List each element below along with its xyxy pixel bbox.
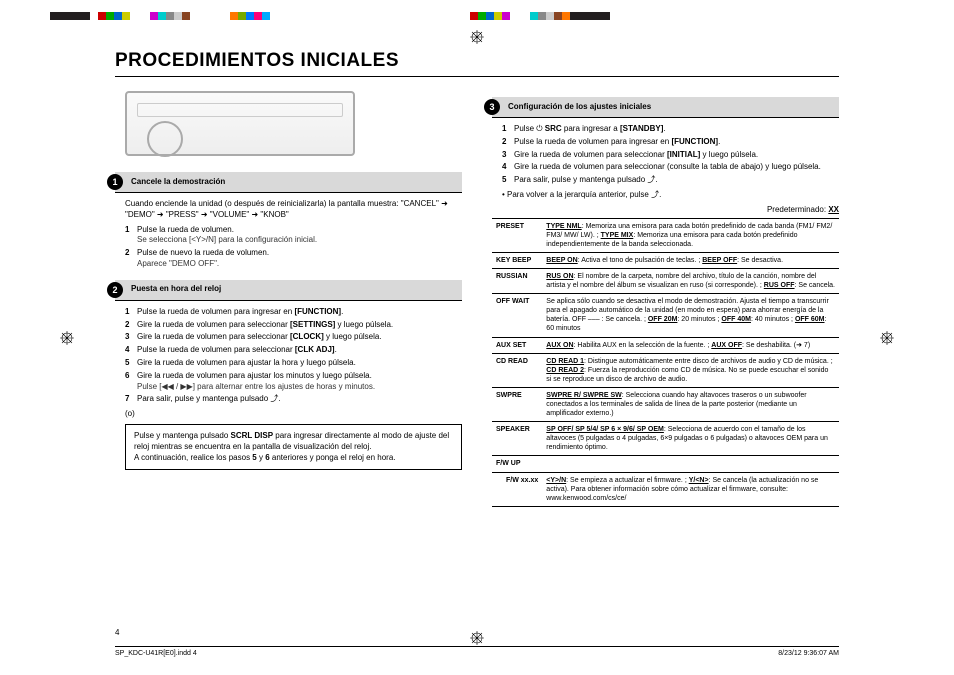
right-column: 3 Configuración de los ajustes iniciales… xyxy=(492,87,839,507)
print-colorbar xyxy=(50,12,904,20)
section-3-default-label: Predeterminado: XX xyxy=(492,205,839,216)
step-item: 4Pulse la rueda de volumen para seleccio… xyxy=(125,345,462,356)
step-item: 3Gire la rueda de volumen para seleccion… xyxy=(502,150,839,161)
section-2-or: (o) xyxy=(125,409,462,420)
registration-mark-right xyxy=(880,331,894,345)
step-item: 2Pulse la rueda de volumen para ingresar… xyxy=(502,137,839,148)
section-3-steps: 1Pulse ⏻ SRC para ingresar a [STANDBY]. 2… xyxy=(502,124,839,186)
footer-filename: SP_KDC-U41R[E0].indd 4 xyxy=(115,650,197,657)
device-illustration xyxy=(125,91,355,156)
table-row: F/W UP xyxy=(492,456,839,472)
table-row: PRESETTYPE NML: Memoriza una emisora par… xyxy=(492,218,839,252)
page-number: 4 xyxy=(115,628,119,637)
step-item: 2Pulse de nuevo la rueda de volumen.Apar… xyxy=(125,248,462,270)
table-row: KEY BEEPBEEP ON: Activa el tono de pulsa… xyxy=(492,252,839,268)
page-title: PROCEDIMIENTOS INICIALES xyxy=(115,50,839,77)
footer-timestamp: 8/23/12 9:36:07 AM xyxy=(778,650,839,657)
step-item: 2Gire la rueda de volumen para seleccion… xyxy=(125,320,462,331)
table-row: SWPRESWPRE R/ SWPRE SW: Selecciona cuand… xyxy=(492,387,839,421)
step-item: 1Pulse la rueda de volumen.Se selecciona… xyxy=(125,225,462,247)
section-2-number: 2 xyxy=(107,282,123,298)
table-row: AUX SETAUX ON: Habilita AUX en la selecc… xyxy=(492,337,839,353)
section-1-intro: Cuando enciende la unidad (o después de … xyxy=(125,199,462,221)
step-item: 1Pulse la rueda de volumen para ingresar… xyxy=(125,307,462,318)
step-item: 5Para salir, pulse y mantenga pulsado ⤴. xyxy=(502,175,839,186)
section-1-steps: 1Pulse la rueda de volumen.Se selecciona… xyxy=(125,225,462,270)
left-column: 1 Cancele la demostración Cuando enciend… xyxy=(115,87,462,507)
section-1-header: 1 Cancele la demostración xyxy=(115,172,462,193)
section-1-number: 1 xyxy=(107,174,123,190)
section-3-header: 3 Configuración de los ajustes iniciales xyxy=(492,97,839,118)
step-item: 7Para salir, pulse y mantenga pulsado ⤴. xyxy=(125,394,462,405)
section-2-steps: 1Pulse la rueda de volumen para ingresar… xyxy=(125,307,462,405)
settings-table: PRESETTYPE NML: Memoriza una emisora par… xyxy=(492,218,839,507)
table-row: RUSSIANRUS ON: El nombre de la carpeta, … xyxy=(492,268,839,293)
step-item: 1Pulse ⏻ SRC para ingresar a [STANDBY]. xyxy=(502,124,839,135)
section-3-note: • Para volver a la jerarquía anterior, p… xyxy=(502,190,839,201)
step-item: 4Gire la rueda de volumen para seleccion… xyxy=(502,162,839,173)
registration-mark-top xyxy=(470,30,484,44)
table-row: OFF WAITSe aplica sólo cuando se desacti… xyxy=(492,294,839,337)
table-row: CD READCD READ 1: Distingue automáticame… xyxy=(492,353,839,387)
registration-mark-bottom xyxy=(470,631,484,645)
section-3-number: 3 xyxy=(484,99,500,115)
registration-mark-left xyxy=(60,331,74,345)
section-2-box: Pulse y mantenga pulsado SCRL DISP para … xyxy=(125,424,462,470)
step-item: 5Gire la rueda de volumen para ajustar l… xyxy=(125,358,462,369)
step-item: 3Gire la rueda de volumen para seleccion… xyxy=(125,332,462,343)
section-2-title: Puesta en hora del reloj xyxy=(131,284,221,295)
table-row: SPEAKERSP OFF/ SP 5/4/ SP 6 × 9/6/ SP OE… xyxy=(492,422,839,456)
document-page: PROCEDIMIENTOS INICIALES 1 Cancele la de… xyxy=(115,50,839,625)
section-2-header: 2 Puesta en hora del reloj xyxy=(115,280,462,301)
section-1-title: Cancele la demostración xyxy=(131,177,225,188)
print-footer: SP_KDC-U41R[E0].indd 4 8/23/12 9:36:07 A… xyxy=(115,646,839,657)
section-3-title: Configuración de los ajustes iniciales xyxy=(508,102,651,113)
step-item: 6Gire la rueda de volumen para ajustar l… xyxy=(125,371,462,393)
table-row: F/W xx.xx<Y>/N: Se empieza a actualizar … xyxy=(492,472,839,506)
